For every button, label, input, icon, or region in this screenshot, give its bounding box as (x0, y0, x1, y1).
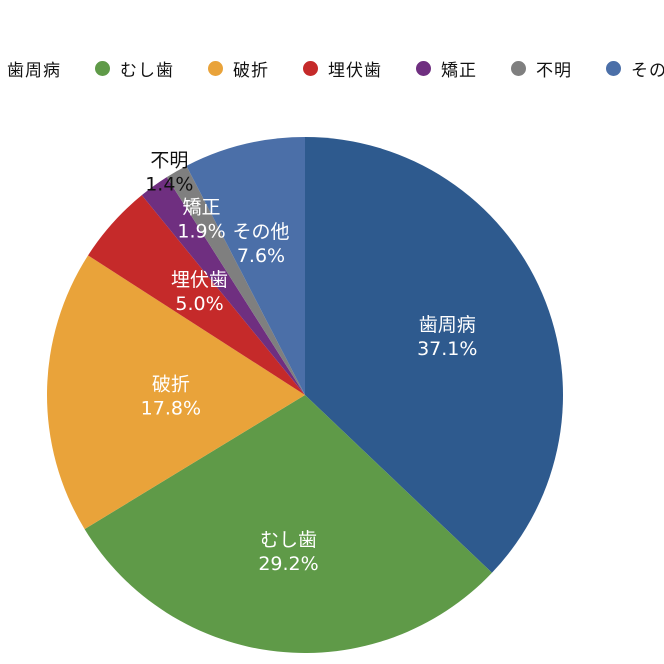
pie-slice (141, 177, 305, 395)
legend-label: 矯正 (441, 60, 477, 81)
legend-label: むし歯 (120, 60, 174, 81)
legend-swatch (208, 60, 223, 76)
slice-value-label: 1.9% (177, 220, 225, 242)
legend-label: 不明 (536, 60, 572, 81)
slice-label: 矯正 (183, 196, 221, 218)
pie-slice (166, 165, 305, 395)
slice-label: その他 (232, 221, 289, 243)
legend-label: その他 (631, 60, 664, 81)
legend-swatch (416, 60, 431, 76)
slice-value-label: 17.8% (141, 397, 201, 419)
slice-label: 破折 (152, 373, 190, 395)
pie-slice (84, 395, 492, 653)
slice-label: 埋伏歯 (171, 269, 228, 291)
slice-label: 歯周病 (419, 314, 476, 336)
slice-label: むし歯 (260, 529, 317, 551)
slice-label: 不明 (150, 149, 188, 171)
slice-value-label: 29.2% (258, 553, 318, 575)
legend-item: むし歯 (95, 56, 174, 81)
legend-item: 不明 (511, 56, 572, 81)
legend-swatch (511, 60, 526, 76)
legend-label: 埋伏歯 (328, 60, 382, 81)
legend-item: 破折 (208, 56, 269, 81)
legend-swatch (606, 60, 621, 76)
pie-slice (88, 195, 305, 395)
slice-value-label: 1.4% (145, 173, 193, 195)
legend-item: 矯正 (416, 56, 477, 81)
pie-slice (186, 137, 305, 395)
pie-slice (47, 255, 306, 530)
legend-label: 歯周病 (7, 60, 61, 81)
legend-item: 歯周病 (0, 56, 61, 81)
legend-item: その他 (606, 56, 664, 81)
chart-legend: 歯周病 むし歯 破折 埋伏歯 矯正 不明 その他 (0, 50, 664, 86)
legend-label: 破折 (233, 60, 269, 81)
slice-value-label: 7.6% (237, 245, 285, 267)
legend-swatch (303, 60, 318, 76)
legend-item: 埋伏歯 (303, 56, 382, 81)
slice-value-label: 37.1% (417, 338, 477, 360)
legend-swatch (95, 60, 110, 76)
slice-value-label: 5.0% (175, 293, 223, 315)
pie-slice (305, 137, 563, 573)
